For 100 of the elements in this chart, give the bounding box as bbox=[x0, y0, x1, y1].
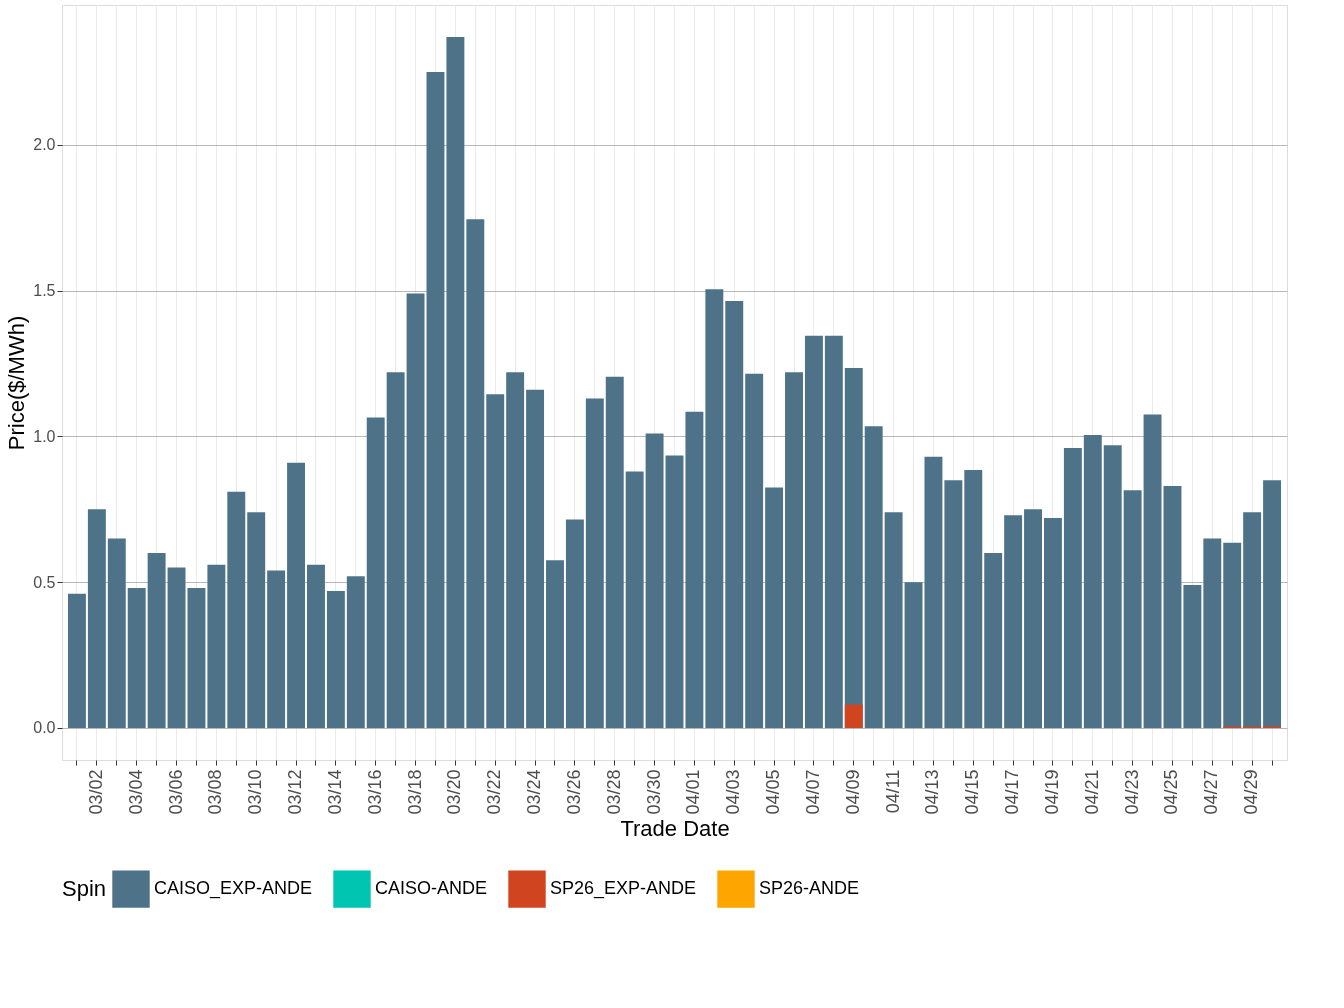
y-tick-label: 1.5 bbox=[33, 282, 56, 300]
x-tick-label: 04/21 bbox=[1081, 769, 1102, 815]
bar bbox=[1103, 445, 1122, 728]
x-tick-label: 04/07 bbox=[802, 769, 823, 815]
x-tick-label: 04/01 bbox=[683, 769, 704, 815]
bar bbox=[366, 417, 385, 728]
bar bbox=[765, 487, 784, 728]
bar bbox=[486, 394, 505, 728]
bar bbox=[406, 293, 425, 728]
bar bbox=[1024, 509, 1042, 728]
x-tick-label: 04/27 bbox=[1201, 769, 1222, 815]
bar bbox=[267, 570, 286, 728]
x-tick-label: 03/22 bbox=[484, 769, 505, 815]
x-tick-label: 04/23 bbox=[1121, 769, 1142, 815]
x-tick-label: 04/25 bbox=[1161, 769, 1182, 815]
x-tick-label: 03/08 bbox=[205, 769, 226, 815]
x-axis-title: Trade Date bbox=[620, 815, 730, 841]
x-tick-label: 04/29 bbox=[1241, 769, 1262, 815]
bar bbox=[605, 376, 624, 728]
x-tick-label: 04/13 bbox=[922, 769, 943, 815]
bar bbox=[167, 567, 186, 728]
bar bbox=[1243, 512, 1262, 728]
x-tick-label: 03/18 bbox=[404, 769, 425, 815]
x-tick-label: 03/02 bbox=[85, 769, 106, 815]
bar bbox=[804, 335, 823, 728]
bar bbox=[625, 471, 644, 728]
bar bbox=[745, 373, 764, 728]
legend-label: SP26-ANDE bbox=[759, 878, 860, 899]
bar bbox=[984, 553, 1003, 728]
bar bbox=[127, 588, 146, 728]
y-tick-label: 0.0 bbox=[33, 719, 56, 737]
bar bbox=[1083, 434, 1102, 728]
bar bbox=[1263, 480, 1282, 728]
y-tick-label: 2.0 bbox=[33, 136, 56, 154]
x-tick-label: 03/04 bbox=[125, 769, 146, 815]
x-tick-label: 03/28 bbox=[603, 769, 624, 815]
x-tick-label: 04/19 bbox=[1041, 769, 1062, 815]
x-tick-label: 03/12 bbox=[285, 769, 306, 815]
bar bbox=[645, 433, 664, 728]
bar bbox=[87, 509, 106, 728]
bar bbox=[1043, 518, 1062, 728]
bar bbox=[725, 300, 744, 728]
bar bbox=[1183, 585, 1202, 728]
y-tick-label: 1.0 bbox=[33, 427, 56, 445]
bar bbox=[864, 426, 883, 728]
bar bbox=[964, 469, 983, 728]
bar bbox=[1223, 542, 1242, 728]
bar bbox=[924, 456, 943, 728]
bar bbox=[685, 411, 704, 728]
bar bbox=[585, 398, 604, 728]
bar bbox=[346, 576, 365, 728]
bar bbox=[785, 372, 803, 728]
x-tick-label: 03/14 bbox=[324, 769, 345, 815]
bar bbox=[107, 538, 126, 728]
bar bbox=[227, 491, 246, 728]
bar bbox=[1143, 414, 1162, 728]
bar bbox=[207, 564, 226, 728]
x-tick-label: 03/06 bbox=[165, 769, 186, 815]
legend-label: CAISO_EXP-ANDE bbox=[154, 878, 313, 900]
x-tick-label: 04/05 bbox=[763, 769, 784, 815]
bar bbox=[844, 704, 863, 728]
x-tick-label: 03/24 bbox=[524, 769, 545, 815]
bar bbox=[565, 519, 584, 728]
legend-label: SP26_EXP-ANDE bbox=[550, 878, 697, 900]
bar bbox=[1063, 448, 1082, 728]
bar bbox=[944, 480, 963, 728]
y-tick-label: 0.5 bbox=[33, 573, 56, 591]
x-tick-label: 03/26 bbox=[563, 769, 584, 815]
bar bbox=[1123, 490, 1142, 728]
x-tick-label: 03/16 bbox=[364, 769, 385, 815]
bar bbox=[67, 593, 86, 728]
bar bbox=[526, 389, 545, 728]
bar bbox=[187, 588, 206, 728]
bar bbox=[386, 372, 405, 728]
bar bbox=[426, 72, 445, 728]
bar bbox=[665, 455, 684, 728]
x-tick-label: 04/09 bbox=[842, 769, 863, 815]
bar bbox=[1203, 538, 1222, 728]
bar bbox=[824, 335, 843, 728]
bar bbox=[546, 560, 564, 728]
legend-label: CAISO-ANDE bbox=[375, 878, 488, 899]
x-tick-label: 04/11 bbox=[882, 769, 903, 814]
bar bbox=[506, 372, 525, 728]
bar bbox=[147, 553, 166, 728]
x-tick-label: 04/03 bbox=[723, 769, 744, 815]
x-tick-label: 03/10 bbox=[245, 769, 266, 815]
x-tick-label: 03/30 bbox=[643, 769, 664, 815]
y-axis-title: Price($/MWh) bbox=[4, 315, 30, 451]
bar bbox=[1004, 515, 1023, 728]
bar bbox=[307, 564, 325, 728]
bar bbox=[466, 219, 485, 728]
bar bbox=[904, 582, 923, 728]
bar bbox=[1163, 485, 1182, 728]
bar bbox=[884, 512, 903, 728]
bar bbox=[247, 512, 266, 728]
x-tick-label: 04/17 bbox=[1002, 769, 1023, 815]
bar bbox=[705, 289, 724, 728]
bar bbox=[287, 462, 306, 728]
legend-title: Spin bbox=[62, 876, 107, 901]
x-tick-label: 04/15 bbox=[962, 769, 983, 815]
